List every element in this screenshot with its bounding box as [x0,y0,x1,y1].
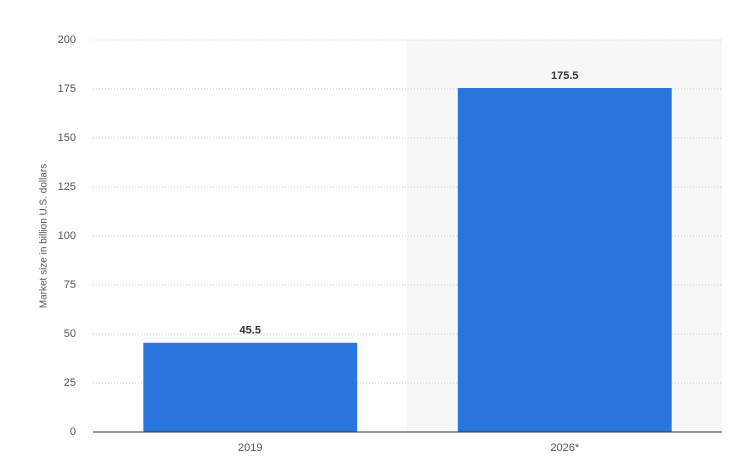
y-tick-label: 150 [58,132,76,144]
y-tick-label: 175 [58,83,76,95]
x-tick-label: 2026* [550,442,579,454]
y-tick-label: 125 [58,181,76,193]
y-tick-label: 200 [58,34,76,46]
bar [143,342,358,432]
y-tick-label: 100 [58,230,76,242]
y-axis-label: Market size in billion U.S. dollars [39,164,50,309]
y-tick-label: 25 [64,377,76,389]
value-label: 175.5 [551,70,579,82]
y-tick-label: 0 [70,426,76,438]
value-label: 45.5 [240,325,261,337]
y-tick-label: 75 [64,279,76,291]
bar [457,88,672,433]
x-tick-label: 2019 [238,442,262,454]
y-tick-label: 50 [64,328,76,340]
